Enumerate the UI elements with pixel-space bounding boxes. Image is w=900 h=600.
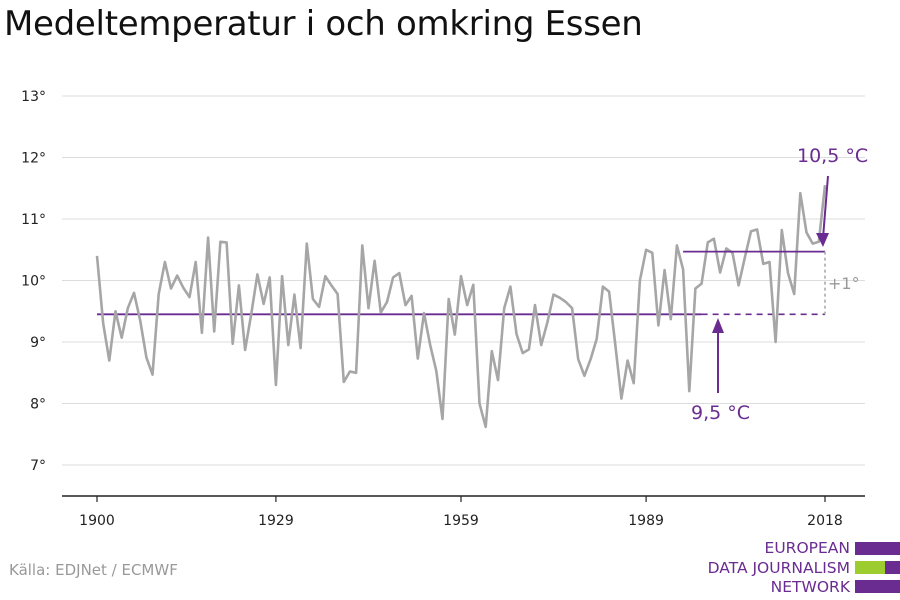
x-tick-label-2018: 2018 [807, 513, 843, 529]
y-tick-label-9: 9° [30, 335, 46, 351]
y-tick-label-8: 8° [30, 397, 46, 413]
line-chart: 7°8°9°10°11°12°13° 1900 1929 1959 1989 2018 … [21, 89, 868, 529]
difference-label: +1° [828, 274, 860, 293]
y-tick-label-10: 10° [21, 274, 46, 290]
x-tick-label-1900: 1900 [79, 513, 115, 529]
y-tick-label-7: 7° [30, 458, 46, 474]
chart-title: Medeltemperatur i och omkring Essen [4, 4, 643, 44]
baseline-label: 9,5 °C [691, 402, 750, 424]
logo-bar-purple-2 [885, 561, 900, 574]
logo-bar-purple-3 [855, 580, 900, 593]
baseline-arrowhead [712, 318, 724, 333]
logo-text-line-1: EUROPEAN [764, 539, 850, 557]
x-tick-label-1989: 1989 [628, 513, 664, 529]
logo-text-line-2: DATA JOURNALISM [707, 559, 850, 577]
recent-mean-label: 10,5 °C [797, 145, 868, 167]
logo-bar-green [855, 561, 885, 574]
source-note: Källa: EDJNet / ECMWF [9, 561, 178, 579]
annotation-arrows [712, 175, 829, 393]
x-tick-label-1959: 1959 [443, 513, 479, 529]
edjnet-logo: EUROPEAN DATA JOURNALISM NETWORK [700, 538, 900, 598]
recent-mean-arrow [822, 175, 829, 239]
logo-bar-purple-1 [855, 542, 900, 555]
recent-mean-arrowhead [816, 233, 829, 247]
grid-lines [62, 95, 865, 466]
y-tick-label-11: 11° [21, 212, 46, 228]
y-axis-ticks: 7° 8° 9° 10° 11° 12° 13° [21, 89, 46, 474]
x-axis-ticks: 1900 1929 1959 1989 2018 [79, 496, 843, 529]
y-tick-label-12: 12° [21, 151, 46, 167]
logo-text-line-3: NETWORK [770, 578, 850, 596]
y-tick-label-13: 13° [21, 89, 46, 105]
temperature-series-line [95, 185, 827, 429]
x-tick-label-1929: 1929 [258, 513, 294, 529]
